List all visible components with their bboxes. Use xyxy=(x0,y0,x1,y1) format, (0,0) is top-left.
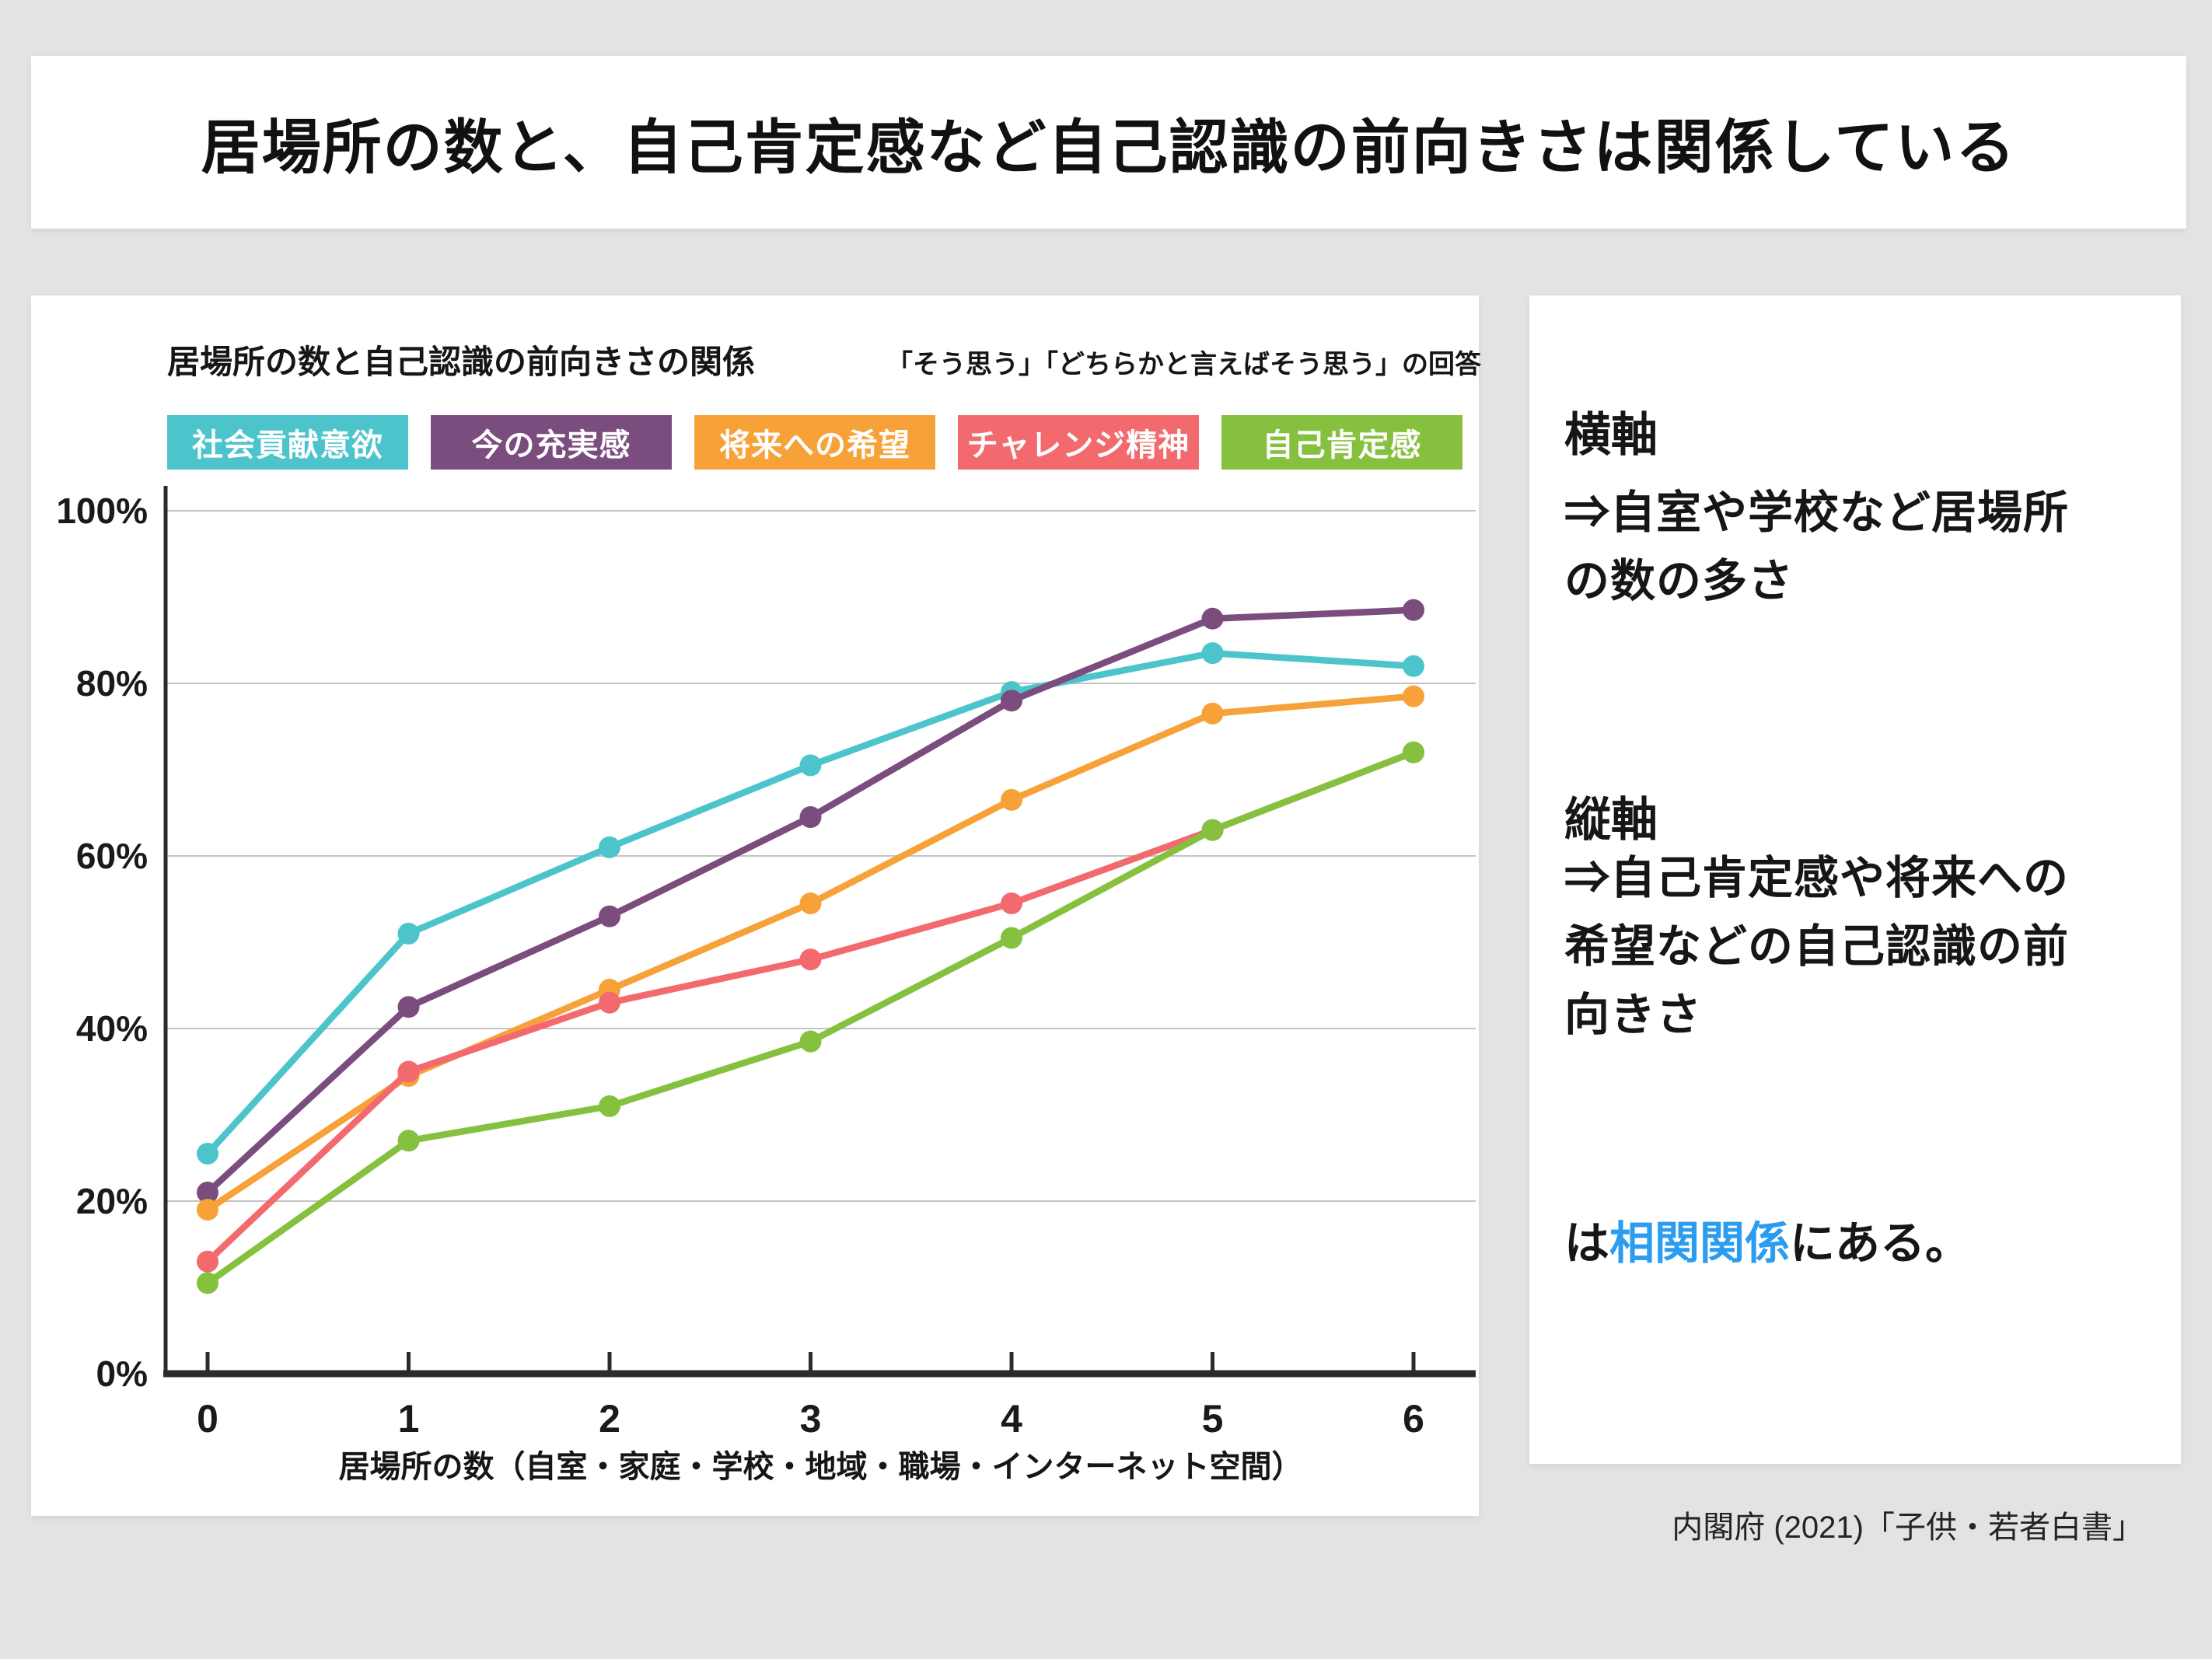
x-axis-title: 居場所の数（自室・家庭・学校・地域・職場・インターネット空間） xyxy=(339,1450,1303,1484)
legend-label: 自己肯定感 xyxy=(1262,428,1422,463)
data-point-1-3 xyxy=(799,806,822,829)
data-point-3-3 xyxy=(799,948,822,971)
y-tick-label-0%: 0% xyxy=(96,1353,148,1394)
legend-label: 将来への希望 xyxy=(719,428,910,463)
data-point-2-6 xyxy=(1403,685,1424,707)
data-point-1-5 xyxy=(1201,607,1224,630)
explanation-card: 横軸 ⇒自室や学校など居場所の数の多さ 縦軸 ⇒自己肯定感や将来への希望などの自… xyxy=(1529,295,2181,1464)
data-point-1-0 xyxy=(197,1181,218,1203)
chart-title: 居場所の数と自己認識の前向きさの関係 xyxy=(167,344,756,380)
data-point-4-2 xyxy=(599,1095,620,1117)
data-point-2-4 xyxy=(1001,788,1022,811)
chart-legend: 社会貢献意欲 今の充実感 将来への希望 チャレンジ精神 自己肯定感 xyxy=(167,415,1462,470)
data-point-0-1 xyxy=(397,922,420,945)
legend-item-3: チャレンジ精神 xyxy=(958,415,1199,470)
x-tick-label-3: 3 xyxy=(800,1397,822,1441)
y-tick-label-20%: 20% xyxy=(76,1181,148,1221)
y-tick-label-80%: 80% xyxy=(76,663,148,704)
v-axis-heading: 縦軸 xyxy=(1564,794,1658,846)
data-point-1-2 xyxy=(599,905,620,927)
legend-item-0: 社会貢献意欲 xyxy=(167,415,408,470)
series-line-3 xyxy=(204,749,1417,1265)
source-citation: 内閣府 (2021)「子供・若者白書」 xyxy=(1672,1511,2144,1545)
legend-label: 今の充実感 xyxy=(471,428,631,463)
x-tick-label-1: 1 xyxy=(398,1397,420,1441)
chart-header: 居場所の数と自己認識の前向きさの関係 「そう思う」「どちらかと言えばそう思う」の… xyxy=(167,336,1481,383)
y-tick-label-40%: 40% xyxy=(76,1008,148,1049)
conclusion-prefix: は xyxy=(1564,1218,1610,1269)
x-tick-label-6: 6 xyxy=(1403,1397,1424,1441)
data-point-1-4 xyxy=(1001,690,1022,712)
data-point-2-5 xyxy=(1201,702,1224,725)
series-line-4 xyxy=(204,749,1417,1287)
h-axis-heading: 横軸 xyxy=(1564,409,1658,461)
x-tick-label-4: 4 xyxy=(1001,1397,1022,1441)
data-point-0-3 xyxy=(799,754,822,777)
data-point-3-4 xyxy=(1001,892,1022,915)
y-tick-label-100%: 100% xyxy=(56,491,148,531)
conclusion-suffix: にある。 xyxy=(1790,1218,1971,1269)
data-point-4-4 xyxy=(1001,927,1022,949)
data-point-3-0 xyxy=(197,1250,218,1273)
legend-item-1: 今の充実感 xyxy=(431,415,672,470)
data-point-1-1 xyxy=(397,996,420,1018)
slide-title-bar: 居場所の数と、自己肯定感など自己認識の前向きさは関係している xyxy=(31,56,2186,229)
data-point-4-3 xyxy=(799,1030,822,1053)
legend-label: チャレンジ精神 xyxy=(966,428,1190,463)
legend-item-2: 将来への希望 xyxy=(694,415,935,470)
chart-card: 居場所の数と自己認識の前向きさの関係 「そう思う」「どちらかと言えばそう思う」の… xyxy=(31,295,1481,1516)
chart-subtitle: 「そう思う」「どちらかと言えばそう思う」の回答 xyxy=(886,350,1481,379)
data-point-0-2 xyxy=(599,836,620,858)
data-point-4-1 xyxy=(397,1130,420,1152)
data-point-3-2 xyxy=(599,991,620,1014)
data-point-0-0 xyxy=(197,1142,218,1165)
data-point-1-6 xyxy=(1403,599,1424,621)
x-tick-label-2: 2 xyxy=(599,1397,620,1441)
conclusion-highlight: 相関関係 xyxy=(1609,1218,1791,1269)
line-chart: 0% 20% 40% 60% 80% 100% 0 1 2 3 4 5 6 居場所の数（自室・家庭・学校・… xyxy=(56,486,1476,1484)
x-tick-label-0: 0 xyxy=(197,1397,218,1441)
data-point-4-0 xyxy=(197,1272,218,1294)
x-tick-label-5: 5 xyxy=(1202,1397,1224,1441)
y-tick-label-60%: 60% xyxy=(76,836,148,876)
conclusion-text: は相関関係にある。 xyxy=(1564,1210,2140,1278)
v-axis-text: ⇒自己肯定感や将来への希望などの自己認識の前向きさ xyxy=(1564,853,2070,1040)
data-point-2-0 xyxy=(197,1199,218,1221)
data-point-2-3 xyxy=(799,892,822,915)
page-title: 居場所の数と、自己肯定感など自己認識の前向きさは関係している xyxy=(201,115,2017,181)
data-point-3-1 xyxy=(397,1060,420,1083)
data-point-4-5 xyxy=(1201,819,1224,841)
h-axis-text: ⇒自室や学校など居場所の数の多さ xyxy=(1564,487,2070,606)
legend-item-4: 自己肯定感 xyxy=(1221,415,1462,470)
data-point-0-6 xyxy=(1403,655,1424,677)
data-point-4-6 xyxy=(1403,741,1424,763)
legend-label: 社会貢献意欲 xyxy=(192,428,383,463)
data-point-0-5 xyxy=(1201,642,1224,665)
